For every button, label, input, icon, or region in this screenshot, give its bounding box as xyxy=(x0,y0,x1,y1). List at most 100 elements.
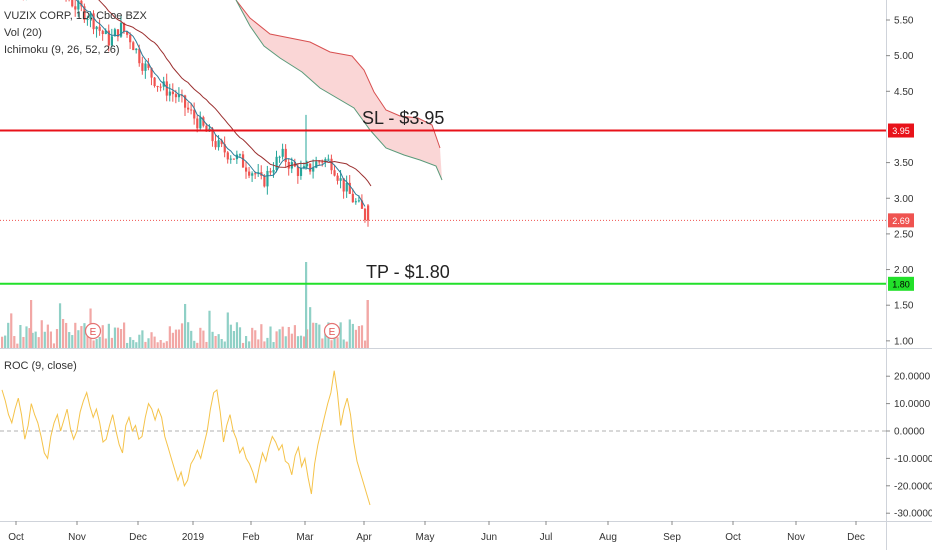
candle-body xyxy=(190,109,193,111)
candle-body xyxy=(71,0,74,7)
candle-body xyxy=(336,175,339,181)
candle-body xyxy=(223,144,226,153)
volume-bar xyxy=(254,330,257,348)
candle-body xyxy=(211,128,214,142)
volume-bar xyxy=(107,323,110,348)
price-tick-label: 2.50 xyxy=(894,229,914,240)
volume-bar xyxy=(302,336,306,348)
volume-bar xyxy=(116,327,120,348)
volume-bar xyxy=(95,338,98,348)
time-tick-label: Mar xyxy=(296,532,314,543)
volume-bar xyxy=(83,323,86,348)
candle-body xyxy=(165,81,168,96)
roc-line xyxy=(1,370,371,506)
candle-body xyxy=(299,168,303,176)
candle-body xyxy=(360,200,364,209)
volume-bar xyxy=(263,341,266,348)
candle-body xyxy=(272,169,275,173)
candle-body xyxy=(101,30,104,35)
volume-bar xyxy=(162,342,165,348)
candle-body xyxy=(98,26,101,31)
roc-legend[interactable]: ROC (9, close) xyxy=(4,360,77,372)
volume-legend[interactable]: Vol (20) xyxy=(4,27,42,39)
volume-bar xyxy=(357,326,361,348)
candle-body xyxy=(86,19,89,21)
candle-body xyxy=(144,63,147,71)
price-tick-label: 2.00 xyxy=(894,265,914,276)
volume-bar xyxy=(46,324,49,348)
volume-bar xyxy=(211,331,214,348)
candle-body xyxy=(275,156,278,170)
volume-bar xyxy=(275,331,278,348)
time-tick-label: Jun xyxy=(481,532,497,543)
candle-body xyxy=(119,22,123,37)
volume-bar xyxy=(34,331,37,348)
base-line xyxy=(98,0,372,187)
volume-bar xyxy=(16,343,19,348)
time-tick-label: Nov xyxy=(68,532,86,543)
volume-bar xyxy=(7,322,10,348)
volume-bar xyxy=(235,322,239,348)
volume-bar xyxy=(257,339,260,348)
volume-bar xyxy=(77,330,80,348)
candle-body xyxy=(321,161,324,163)
volume-bar xyxy=(119,329,123,348)
candle-body xyxy=(89,13,92,20)
candle-body xyxy=(123,22,126,32)
stop-loss-tag xyxy=(888,123,914,138)
candle-body xyxy=(333,170,336,176)
volume-bar xyxy=(129,337,132,348)
volume-bar xyxy=(1,336,4,348)
volume-bar xyxy=(126,342,129,348)
candle-body xyxy=(168,91,171,96)
time-tick-label: Apr xyxy=(356,532,372,543)
volume-bar xyxy=(31,332,34,348)
volume-bar xyxy=(342,339,345,348)
roc-tick-label: 0.0000 xyxy=(894,427,925,438)
candlestick-series xyxy=(22,0,370,227)
roc-tick-label: -30.0000 xyxy=(894,509,932,520)
volume-bar xyxy=(171,332,174,348)
candle-body xyxy=(296,166,300,176)
volume-bar xyxy=(339,322,342,348)
candle-body xyxy=(107,30,110,46)
volume-bar xyxy=(141,330,144,348)
candle-body xyxy=(220,140,223,145)
roc-tick-label: -10.0000 xyxy=(894,454,932,465)
candle-body xyxy=(312,167,315,172)
take-profit-tag-label: 1.80 xyxy=(892,279,910,289)
volume-bar xyxy=(232,331,235,348)
volume-bar xyxy=(159,340,162,348)
candle-body xyxy=(196,118,199,129)
volume-bar xyxy=(92,340,95,348)
volume-bar xyxy=(351,323,354,348)
volume-bar xyxy=(284,336,287,348)
price-tick-label: 4.50 xyxy=(894,87,914,98)
price-tick-label: 5.50 xyxy=(894,16,914,27)
ichimoku-cloud xyxy=(236,0,442,180)
volume-bar xyxy=(43,331,46,348)
volume-bar xyxy=(55,329,59,348)
candle-body xyxy=(138,48,141,64)
time-tick-label: Oct xyxy=(725,532,741,543)
volume-bar xyxy=(315,322,318,348)
ichimoku-legend[interactable]: Ichimoku (9, 26, 52, 26) xyxy=(4,44,120,56)
candle-body xyxy=(171,91,174,95)
time-tick-label: Dec xyxy=(847,532,865,543)
symbol-legend[interactable]: VUZIX CORP, 1D, Cboe BZX xyxy=(4,10,147,22)
volume-bar xyxy=(202,330,205,348)
roc-tick-label: -20.0000 xyxy=(894,481,932,492)
candle-body xyxy=(339,178,342,181)
volume-bar xyxy=(287,326,290,348)
candle-body xyxy=(129,34,132,43)
candle-body xyxy=(245,167,248,172)
volume-bar xyxy=(71,335,74,348)
volume-bar xyxy=(278,329,281,348)
volume-bar xyxy=(13,336,16,348)
candle-body xyxy=(217,140,220,148)
volume-bar xyxy=(245,336,248,348)
volume-bar xyxy=(196,342,199,348)
candle-body xyxy=(110,36,113,46)
candle-body xyxy=(351,193,354,203)
